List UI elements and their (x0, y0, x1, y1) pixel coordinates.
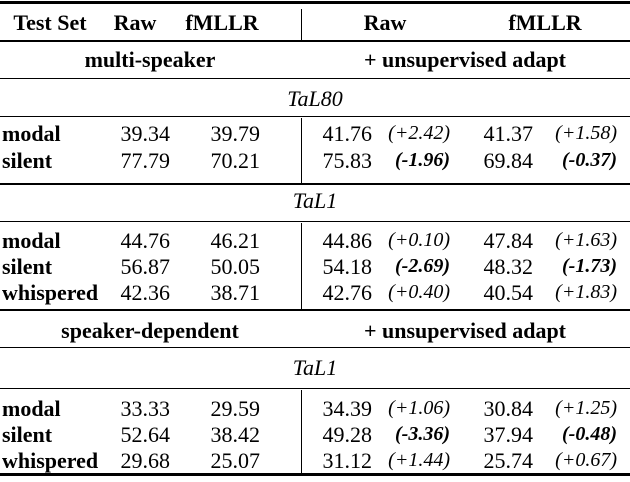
raw-value: 52.64 (120, 422, 171, 447)
header-raw: Raw (113, 10, 157, 35)
adapt-raw-value: 44.86 (322, 228, 373, 253)
dataset-header-row: TaL1 (0, 354, 630, 381)
dataset-label-tal80: TaL80 (287, 86, 343, 111)
fmllr-value: 38.71 (210, 280, 261, 305)
group-header-row: multi-speaker + unsupervised adapt (0, 46, 630, 73)
table-row: whispered 29.68 25.07 31.12 (+1.44) 25.7… (0, 447, 630, 474)
fmllr-value: 29.59 (210, 396, 261, 421)
adapt-raw-delta: (-1.96) (395, 149, 450, 171)
raw-value: 56.87 (120, 254, 171, 279)
header-fmllr-adapt: fMLLR (508, 10, 582, 35)
adapt-raw-value: 75.83 (322, 148, 373, 173)
adapt-fmllr-delta: (+0.67) (555, 449, 617, 471)
table-row: modal 44.76 46.21 44.86 (+0.10) 47.84 (+… (0, 227, 630, 254)
column-divider (300, 9, 302, 40)
row-label: whispered (2, 448, 99, 473)
adapt-fmllr-delta: (+1.83) (555, 281, 617, 303)
adapt-raw-delta: (-3.36) (395, 423, 450, 445)
group-label-multi-speaker: multi-speaker (84, 47, 216, 72)
table-row: silent 56.87 50.05 54.18 (-2.69) 48.32 (… (0, 253, 630, 280)
raw-value: 42.36 (120, 280, 171, 305)
raw-value: 77.79 (120, 148, 171, 173)
fmllr-value: 25.07 (210, 448, 261, 473)
adapt-raw-delta: (+0.40) (388, 281, 450, 303)
adapt-fmllr-value: 30.84 (483, 396, 534, 421)
table-row: silent 77.79 70.21 75.83 (-1.96) 69.84 (… (0, 147, 630, 174)
adapt-raw-value: 42.76 (322, 280, 373, 305)
dataset-label-tal1: TaL1 (292, 188, 338, 213)
group-header-row: speaker-dependent + unsupervised adapt (0, 317, 630, 344)
adapt-raw-delta: (-2.69) (395, 255, 450, 277)
section-rule (0, 78, 630, 80)
fmllr-value: 38.42 (210, 422, 261, 447)
header-raw-adapt: Raw (363, 10, 407, 35)
adapt-fmllr-delta: (+1.58) (555, 122, 617, 144)
table-bottom-rule (0, 473, 630, 476)
table-row: modal 39.34 39.79 41.76 (+2.42) 41.37 (+… (0, 120, 630, 147)
section-rule (0, 388, 630, 390)
table-row: silent 52.64 38.42 49.28 (-3.36) 37.94 (… (0, 421, 630, 448)
block-separator-rule (0, 183, 630, 185)
row-label: silent (2, 148, 53, 173)
fmllr-value: 50.05 (210, 254, 261, 279)
header-fmllr: fMLLR (185, 10, 259, 35)
section-rule (0, 221, 630, 223)
adapt-fmllr-value: 41.37 (483, 121, 534, 146)
header-test-set: Test Set (13, 10, 87, 35)
section-rule (0, 347, 630, 349)
group-label-unsupervised-adapt: + unsupervised adapt (363, 47, 567, 72)
adapt-fmllr-delta: (-1.73) (562, 255, 617, 277)
adapt-fmllr-delta: (-0.37) (562, 149, 617, 171)
dataset-header-row: TaL80 (0, 85, 630, 112)
adapt-fmllr-value: 48.32 (483, 254, 534, 279)
column-divider (300, 118, 302, 183)
raw-value: 44.76 (120, 228, 171, 253)
table-top-rule (0, 1, 630, 4)
fmllr-value: 39.79 (210, 121, 261, 146)
adapt-fmllr-delta: (+1.25) (555, 397, 617, 419)
adapt-fmllr-value: 47.84 (483, 228, 534, 253)
adapt-raw-delta: (+1.44) (388, 449, 450, 471)
adapt-raw-delta: (+1.06) (388, 397, 450, 419)
header-bottom-rule (0, 40, 630, 42)
row-label: modal (2, 121, 61, 146)
adapt-raw-value: 49.28 (322, 422, 373, 447)
table-row: whispered 42.36 38.71 42.76 (+0.40) 40.5… (0, 279, 630, 306)
dataset-label-tal1: TaL1 (292, 355, 338, 380)
fmllr-value: 46.21 (210, 228, 261, 253)
adapt-raw-value: 34.39 (322, 396, 373, 421)
row-label: whispered (2, 280, 99, 305)
column-divider (300, 390, 302, 474)
adapt-raw-delta: (+0.10) (388, 229, 450, 251)
adapt-fmllr-value: 40.54 (483, 280, 534, 305)
group-label-speaker-dependent: speaker-dependent (61, 318, 239, 343)
raw-value: 29.68 (120, 448, 171, 473)
group-label-unsupervised-adapt: + unsupervised adapt (363, 318, 567, 343)
adapt-raw-value: 41.76 (322, 121, 373, 146)
raw-value: 33.33 (120, 396, 171, 421)
adapt-fmllr-value: 37.94 (483, 422, 534, 447)
row-label: silent (2, 254, 53, 279)
block-separator-rule (0, 309, 630, 311)
dataset-header-row: TaL1 (0, 187, 630, 214)
column-header-row: Test Set Raw fMLLR Raw fMLLR (0, 9, 630, 36)
adapt-fmllr-delta: (+1.63) (555, 229, 617, 251)
adapt-raw-value: 54.18 (322, 254, 373, 279)
adapt-fmllr-value: 25.74 (483, 448, 534, 473)
row-label: modal (2, 228, 61, 253)
adapt-fmllr-value: 69.84 (483, 148, 534, 173)
table-row: modal 33.33 29.59 34.39 (+1.06) 30.84 (+… (0, 395, 630, 422)
fmllr-value: 70.21 (210, 148, 261, 173)
raw-value: 39.34 (120, 121, 171, 146)
row-label: modal (2, 396, 61, 421)
adapt-raw-delta: (+2.42) (388, 122, 450, 144)
adapt-fmllr-delta: (-0.48) (562, 423, 617, 445)
row-label: silent (2, 422, 53, 447)
column-divider (300, 223, 302, 309)
adapt-raw-value: 31.12 (322, 448, 373, 473)
section-rule (0, 116, 630, 118)
